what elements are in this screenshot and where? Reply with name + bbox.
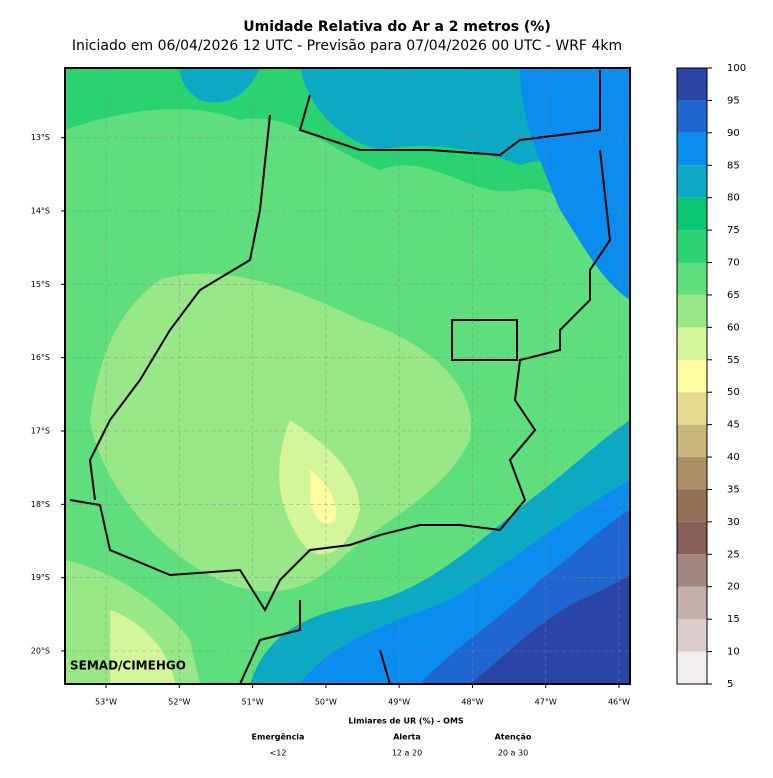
colorbar-segment (677, 294, 707, 328)
colorbar-label: 15 (727, 614, 740, 625)
colorbar-segment (677, 424, 707, 458)
colorbar-segment (677, 359, 707, 393)
colorbar-label: 30 (727, 517, 740, 528)
threshold-name: Atenção (495, 733, 532, 742)
colorbar-segment (677, 262, 707, 295)
colorbar-segment (677, 197, 707, 231)
colorbar-label: 85 (727, 160, 740, 171)
lat-tick-label: 19°S (31, 573, 50, 582)
colorbar-label: 10 (727, 647, 740, 658)
colorbar-label: 25 (727, 549, 740, 560)
lon-tick-label: 49°W (388, 698, 410, 707)
colorbar-label: 55 (727, 355, 740, 366)
lon-tick-label: 47°W (535, 698, 557, 707)
colorbar-label: 50 (727, 387, 740, 398)
colorbar-label: 65 (727, 290, 740, 301)
colorbar-segment (677, 489, 707, 522)
colorbar-segment (677, 327, 707, 360)
legend-title: Limiares de UR (%) - OMS (348, 717, 464, 726)
colorbar-segment (677, 68, 707, 101)
lat-tick-label: 18°S (31, 500, 50, 509)
threshold-range: 12 a 20 (392, 749, 422, 758)
colorbar-label: 40 (727, 452, 740, 463)
colorbar-segment (677, 392, 707, 425)
lat-tick-label: 16°S (31, 353, 50, 362)
colorbar-label: 5 (727, 679, 733, 690)
subtitle: Iniciado em 06/04/2026 12 UTC - Previsão… (72, 38, 622, 54)
colorbar-label: 45 (727, 420, 740, 431)
colorbar-segment (677, 586, 707, 620)
colorbar-label: 75 (727, 225, 740, 236)
lon-tick-label: 48°W (461, 698, 483, 707)
colorbar-label: 60 (727, 322, 740, 333)
lon-tick-label: 50°W (315, 698, 337, 707)
lon-tick-label: 53°W (95, 698, 117, 707)
lat-tick-label: 13°S (31, 133, 50, 142)
map-frame (64, 67, 631, 685)
colorbar-segment (677, 651, 707, 684)
lon-tick-label: 52°W (168, 698, 190, 707)
colorbar-label: 35 (727, 484, 740, 495)
lat-tick-label: 20°S (31, 647, 50, 656)
threshold-name: Emergência (252, 732, 305, 742)
lat-tick-label: 17°S (31, 427, 50, 436)
colorbar-label: 95 (727, 95, 740, 106)
lat-tick-label: 14°S (31, 207, 50, 216)
colorbar-frame (676, 67, 708, 685)
colorbar-segment (677, 554, 707, 587)
colorbar-segment (677, 165, 707, 198)
colorbar-segment (677, 521, 707, 555)
humidity-field (65, 68, 630, 684)
credit: SEMAD/CIMEHGO (70, 659, 186, 673)
colorbar-label: 80 (727, 193, 740, 204)
colorbar-label: 90 (727, 128, 740, 139)
threshold-range: 20 a 30 (498, 749, 528, 758)
colorbar-segment (677, 230, 707, 263)
colorbar-label: 20 (727, 582, 740, 593)
colorbar-segment (677, 619, 707, 652)
lat-tick-label: 15°S (31, 280, 50, 289)
colorbar-segment (677, 457, 707, 490)
threshold-range: <12 (270, 749, 287, 758)
colorbar-label: 70 (727, 258, 740, 269)
lon-tick-label: 46°W (608, 698, 630, 707)
title: Umidade Relativa do Ar a 2 metros (%) (243, 19, 550, 35)
colorbar-label: 100 (727, 63, 746, 74)
threshold-name: Alerta (393, 733, 421, 742)
lon-tick-label: 51°W (242, 698, 264, 707)
colorbar-segment (677, 132, 707, 166)
grid (65, 68, 630, 684)
colorbar-segment (677, 100, 707, 133)
